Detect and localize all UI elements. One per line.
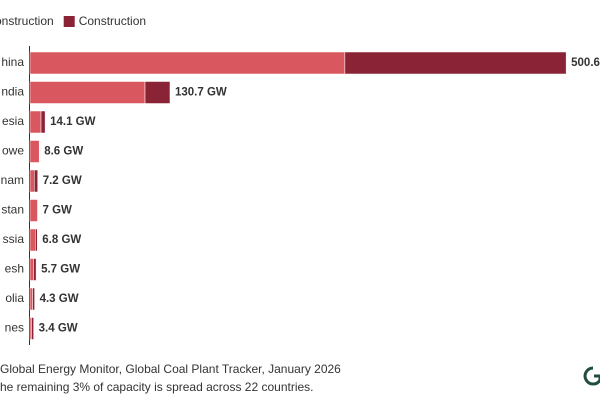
- bar-segment: [29, 51, 346, 75]
- legend-label: Construction: [79, 14, 146, 28]
- category-label: esh: [5, 262, 24, 276]
- total-label: 3.4 GW: [39, 323, 78, 335]
- legend-swatch: [63, 16, 75, 27]
- total-label: 6.8 GW: [42, 234, 81, 246]
- bar-segment: [29, 169, 35, 193]
- total-label: 8.6 GW: [44, 146, 83, 158]
- total-label: 7 GW: [42, 205, 72, 217]
- category-label: hina: [1, 55, 24, 69]
- logo: [583, 366, 600, 386]
- category-label: esia: [2, 114, 24, 128]
- category-label: olia: [5, 291, 24, 305]
- bar-segment: [144, 81, 171, 104]
- bar-segment: [34, 169, 38, 193]
- total-label: 14.1 GW: [50, 116, 96, 128]
- note: he remaining 3% of capacity is spread ac…: [0, 380, 314, 394]
- bar-segment: [35, 228, 38, 252]
- bar-segment: [344, 51, 567, 75]
- bar-segment: [33, 258, 37, 281]
- bar-segment: [29, 228, 36, 252]
- category-label: ssia: [3, 232, 25, 246]
- category-label: ndia: [1, 85, 24, 99]
- legend-label: onstruction: [0, 14, 54, 28]
- total-label: 5.7 GW: [41, 264, 80, 276]
- bar-segment: [31, 317, 34, 340]
- category-label: stan: [1, 203, 24, 217]
- bar-segment: [29, 81, 146, 104]
- bar-segment: [29, 110, 42, 134]
- bar-segment: [29, 140, 40, 163]
- category-label: nes: [5, 321, 24, 335]
- category-label: nam: [1, 173, 24, 187]
- bar-segment: [40, 110, 46, 134]
- total-label: 7.2 GW: [43, 175, 82, 187]
- total-label: 4.3 GW: [40, 293, 79, 305]
- bar-segment: [29, 287, 33, 311]
- total-label: 500.6: [571, 57, 600, 69]
- category-label: owe: [2, 144, 24, 158]
- bar-segment: [29, 199, 38, 222]
- total-label: 130.7 GW: [175, 87, 227, 99]
- bar-segment: [29, 258, 34, 281]
- bar-segment: [32, 287, 35, 311]
- source: Global Energy Monitor, Global Coal Plant…: [0, 362, 341, 376]
